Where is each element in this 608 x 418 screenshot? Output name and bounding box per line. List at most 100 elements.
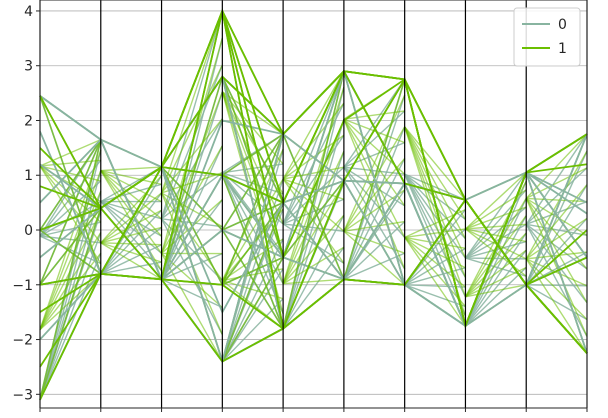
level-segment-232 — [39, 207, 102, 401]
level-segment-237 — [39, 229, 102, 275]
fan-segment-204 — [526, 223, 588, 236]
fan-segment-400 — [464, 215, 527, 298]
fan-segment-361 — [343, 230, 406, 286]
fan-segment-37 — [100, 166, 162, 203]
fan-segment-52 — [161, 278, 223, 309]
fan-segment-54 — [160, 37, 224, 280]
fan-segment-384 — [404, 236, 467, 327]
fan-segment-170 — [404, 173, 466, 201]
fan-segment-141 — [343, 110, 406, 168]
level-segment-318 — [221, 133, 284, 176]
grid-lines — [40, 10, 587, 395]
fan-segment-243 — [100, 242, 162, 263]
fan-segment-162 — [404, 173, 467, 317]
fan-segment-122 — [282, 214, 345, 329]
fan-segment-189 — [464, 215, 527, 327]
fan-segment-295 — [222, 268, 284, 282]
fan-segment-414 — [525, 258, 588, 321]
fan-segment-329 — [282, 86, 345, 284]
legend-label-0: 0 — [558, 17, 567, 33]
fan-segment-389 — [404, 126, 467, 220]
fan-segment-405 — [465, 228, 527, 243]
fan-segment-382 — [404, 236, 466, 288]
fan-segment-273 — [160, 91, 223, 254]
level-segment-314 — [221, 133, 284, 231]
fan-segment-339 — [282, 182, 345, 285]
fan-segment-116 — [282, 246, 345, 330]
level-segment-315 — [221, 174, 284, 329]
fan-segment-364 — [343, 118, 406, 270]
fan-segment-53 — [161, 172, 223, 220]
legend-label-1: 1 — [558, 41, 567, 57]
fan-segment-190 — [464, 172, 527, 259]
fan-segment-253 — [100, 192, 162, 244]
fan-segment-416 — [525, 150, 588, 260]
fan-segment-185 — [464, 267, 527, 327]
fan-segment-164 — [404, 173, 466, 220]
fan-segment-338 — [282, 178, 345, 264]
fan-segment-36 — [100, 209, 163, 275]
level-segment-233 — [39, 139, 102, 400]
fan-segment-160 — [404, 173, 467, 278]
fan-segment-55 — [161, 218, 223, 282]
fan-segment-224 — [39, 165, 101, 182]
fan-segment-246 — [100, 170, 163, 254]
fan-segment-142 — [343, 252, 405, 280]
fan-segment-423 — [525, 197, 588, 270]
level-segment-321 — [221, 76, 284, 203]
y-tick-label-0: −3 — [12, 387, 33, 403]
fan-segment-292 — [221, 91, 284, 284]
fan-segment-381 — [404, 126, 466, 201]
fan-segment-12 — [39, 232, 102, 401]
fan-segment-417 — [525, 198, 588, 304]
fan-segment-399 — [465, 228, 527, 260]
fan-segment-251 — [100, 242, 162, 280]
fan-segment-376 — [404, 236, 466, 307]
fan-segment-6 — [39, 252, 102, 401]
fan-segment-402 — [465, 249, 527, 298]
level-segment-310 — [221, 133, 284, 286]
level-segment-345 — [282, 180, 345, 258]
fan-segment-418 — [525, 217, 588, 260]
legend-box — [513, 7, 581, 67]
fan-segment-407 — [465, 228, 527, 277]
fan-segment-276 — [160, 64, 223, 194]
fan-segment-270 — [161, 118, 223, 194]
fan-segment-328 — [282, 166, 345, 180]
level-segment-281 — [160, 76, 224, 280]
fan-segment-47 — [161, 218, 223, 228]
fan-segment-252 — [100, 170, 163, 237]
fan-segment-146 — [343, 158, 406, 280]
fan-segment-112 — [282, 119, 345, 329]
series-1-line-6 — [39, 185, 588, 363]
y-tick-label-3: 0 — [24, 223, 33, 239]
fan-segment-421 — [526, 197, 588, 203]
series-1-line-7 — [39, 8, 588, 329]
fan-segment-32 — [100, 261, 162, 275]
fan-segment-57 — [160, 10, 224, 220]
fan-segment-256 — [100, 169, 162, 185]
data-lines — [39, 7, 588, 401]
fan-segment-408 — [464, 232, 527, 298]
fan-segment-168 — [404, 173, 467, 298]
level-segment-240 — [39, 95, 102, 275]
fan-segment-188 — [465, 257, 527, 260]
fan-segment-290 — [221, 91, 284, 225]
fan-segment-56 — [160, 145, 223, 280]
fan-segment-248 — [100, 166, 162, 172]
fan-segment-403 — [465, 206, 527, 230]
y-tick-label-4: 1 — [24, 168, 33, 184]
fan-segment-163 — [404, 267, 466, 286]
fan-segment-169 — [404, 247, 466, 286]
fan-segment-362 — [343, 118, 406, 207]
fan-segment-396 — [465, 266, 527, 298]
fan-segment-183 — [464, 232, 527, 327]
fan-segment-167 — [404, 209, 466, 286]
fan-segment-78 — [221, 298, 284, 362]
fan-segment-76 — [221, 238, 284, 362]
fan-segment-172 — [404, 173, 466, 240]
fan-segment-247 — [100, 209, 162, 244]
level-segment-311 — [221, 229, 284, 330]
fan-segment-401 — [464, 171, 527, 230]
